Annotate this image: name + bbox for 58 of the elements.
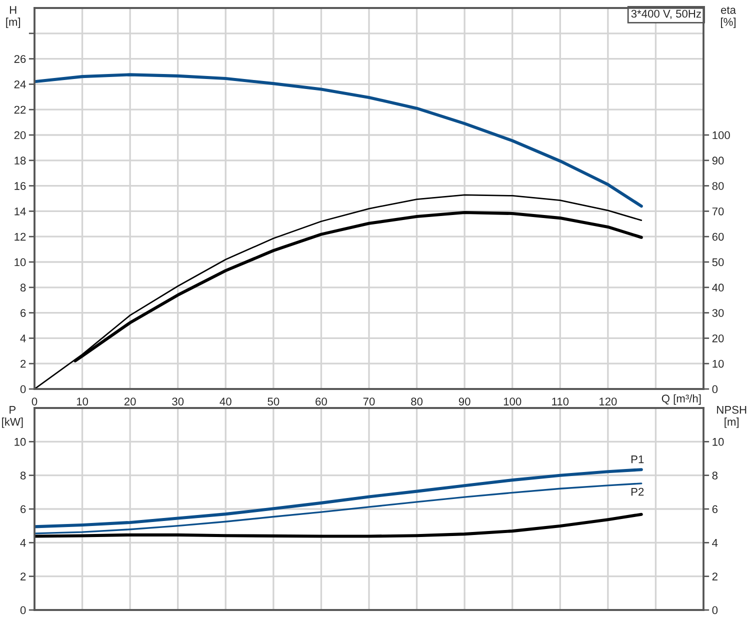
y2-tick-label: 30: [712, 309, 724, 317]
x-axis-title: Q [m³/h]: [662, 394, 701, 405]
x-tick-label: 60: [316, 398, 327, 406]
y-tick-label: 10: [14, 258, 26, 266]
y2-axis-title: eta [%]: [721, 6, 736, 28]
y-tick-label: 6: [20, 505, 26, 514]
x-tick-label: 10: [76, 398, 88, 406]
y2-tick-label: 60: [712, 232, 724, 241]
y2-tick-label: 80: [712, 182, 724, 190]
y2-tick-label: 10: [712, 438, 724, 446]
y2-axis-title: NPSH [m]: [717, 406, 746, 428]
y2-tick-label: 10: [712, 360, 724, 368]
y-tick-label: 14: [14, 208, 26, 216]
y-tick-label: 12: [14, 232, 26, 241]
x-tick-label: 0: [32, 398, 38, 406]
y-tick-label: 2: [20, 572, 26, 580]
x-tick-label: 110: [552, 398, 569, 406]
x-tick-label: 50: [268, 398, 280, 406]
y2-tick-label: 90: [712, 156, 724, 165]
y-axis-title: P [kW]: [2, 406, 23, 428]
y2-tick-label: 100: [712, 131, 730, 140]
x-tick-label: 120: [600, 398, 617, 406]
y2-tick-label: 50: [712, 258, 724, 266]
y2-tick-label: 70: [712, 207, 724, 216]
y-tick-label: 24: [14, 80, 26, 88]
y-tick-label: 20: [14, 131, 26, 140]
y2-tick-label: 0: [712, 606, 718, 614]
y-tick-label: 16: [14, 182, 26, 190]
y-tick-label: 6: [20, 309, 26, 317]
x-tick-label: 20: [124, 398, 136, 406]
y-tick-label: 0: [20, 606, 26, 614]
y-tick-label: 10: [14, 438, 26, 446]
x-tick-label: 90: [458, 398, 470, 406]
x-tick-label: 80: [411, 398, 423, 406]
y-tick-label: 0: [20, 385, 26, 394]
y-tick-label: 2: [20, 360, 26, 368]
y2-tick-label: 20: [712, 334, 724, 342]
series-label: P2: [631, 488, 644, 496]
y-tick-label: 18: [14, 156, 26, 165]
y-tick-label: 4: [20, 334, 26, 342]
y-tick-label: 8: [20, 472, 26, 480]
y2-tick-label: 6: [712, 505, 718, 514]
y-axis-title: H [m]: [6, 6, 20, 28]
y2-tick-label: 2: [712, 572, 718, 580]
y-tick-label: 22: [14, 106, 26, 114]
series-label: P1: [631, 455, 644, 464]
y2-tick-label: 40: [712, 284, 724, 292]
y2-tick-label: 4: [712, 539, 718, 547]
x-tick-label: 70: [363, 398, 375, 406]
x-tick-label: 100: [504, 398, 522, 406]
x-tick-label: 40: [220, 398, 232, 406]
y-tick-label: 26: [14, 55, 26, 63]
y-tick-label: 8: [20, 284, 26, 292]
y2-tick-label: 0: [712, 385, 718, 394]
x-tick-label: 30: [172, 398, 184, 406]
y2-tick-label: 8: [712, 472, 718, 480]
y-tick-label: 4: [20, 539, 26, 547]
chart-title: 3*400 V, 50Hz: [631, 10, 701, 19]
